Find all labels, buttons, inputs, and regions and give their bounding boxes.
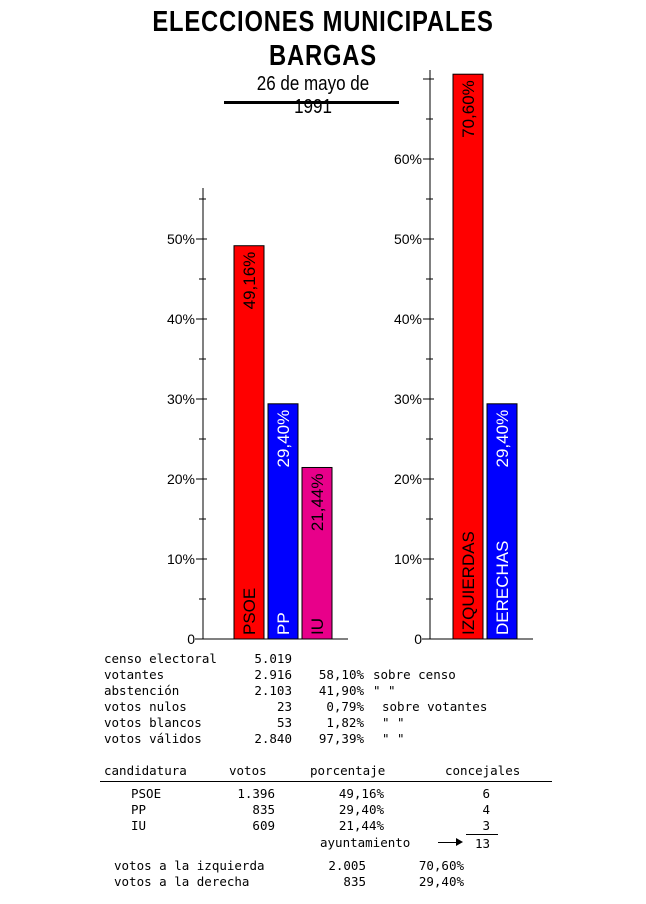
stat-value: 2.103 (254, 683, 292, 698)
table-percent: 49,16% (338, 786, 384, 801)
chart-2-tick-label: 40% (394, 311, 422, 327)
stat-note: " " (373, 683, 396, 698)
charts-canvas: 0 10% 20% 30% 40% 50% 49,16% PSOE 29,40% PP 21,44%… (167, 70, 533, 647)
table-header-rule (100, 781, 552, 782)
stat-value: 2.916 (254, 667, 292, 682)
bloc-label: votos a la derecha (114, 874, 250, 889)
table-party: IU (131, 818, 147, 833)
table-party: PSOE (131, 786, 162, 801)
stat-note: sobre votantes (382, 699, 488, 714)
title-line-2: BARGAS (269, 40, 377, 72)
table-party: PP (131, 802, 147, 817)
chart-1-value-label: 21,44% (308, 473, 327, 531)
table-votes: 609 (252, 818, 275, 833)
table-percent: 21,44% (338, 818, 384, 833)
chart-1-bar-psoe (233, 245, 265, 640)
stat-percent: 0,79% (326, 699, 364, 714)
stat-percent: 1,82% (326, 715, 364, 730)
chart-1-category-label: PP (274, 612, 293, 635)
stat-label: votos blancos (104, 715, 202, 730)
stat-label: abstención (104, 683, 180, 698)
title-line-1: ELECCIONES MUNICIPALES (152, 6, 494, 38)
stat-label: votos nulos (104, 699, 187, 714)
arrow-right-icon (438, 842, 460, 843)
stat-value: 5.019 (254, 651, 292, 666)
stat-label: votantes (104, 667, 165, 682)
chart-2-category-label: DERECHAS (493, 541, 512, 635)
chart-1-value-label: 29,40% (274, 410, 293, 468)
chart-2-value-label: 29,40% (493, 410, 512, 468)
chart-1-bar-iu (301, 466, 333, 640)
chart-2-tick-label: 50% (394, 231, 422, 247)
arrow-head-icon (456, 838, 463, 846)
table-percent: 29,40% (338, 802, 384, 817)
stat-label: votos válidos (104, 731, 202, 746)
chart-1-tick-label: 20% (167, 471, 195, 487)
table-votes: 1.396 (237, 786, 275, 801)
seats-sum-rule (466, 834, 498, 835)
date-underline (224, 101, 399, 104)
stat-percent: 41,90% (318, 683, 364, 698)
chart-2-tick-label: 30% (394, 391, 422, 407)
table-header: candidatura (104, 763, 187, 778)
table-header: concejales (445, 763, 521, 778)
chart-1-tick-label: 40% (167, 311, 195, 327)
bloc-label: votos a la izquierda (114, 858, 265, 873)
chart-1-value-label: 49,16% (240, 252, 259, 310)
stat-label: censo electoral (104, 651, 217, 666)
stat-percent: 58,10% (318, 667, 364, 682)
chart-1-bar-pp (267, 403, 299, 640)
chart-1-category-label: PSOE (240, 588, 259, 635)
table-header: votos (229, 763, 267, 778)
table-votes: 835 (252, 802, 275, 817)
stat-value: 53 (276, 715, 292, 730)
bloc-percent: 70,60% (418, 858, 464, 873)
stat-note: sobre censo (373, 667, 456, 682)
table-seats: 3 (482, 818, 490, 833)
stat-note: " " (382, 731, 405, 746)
stat-percent: 97,39% (318, 731, 364, 746)
chart-2-value-label: 70,60% (459, 80, 478, 138)
chart-2-bar-derechas (486, 403, 518, 640)
chart-2-category-label: IZQUIERDAS (459, 531, 478, 635)
table-header: porcentaje (310, 763, 386, 778)
chart-2-tick-label: 0 (414, 631, 422, 647)
stat-value: 23 (276, 699, 292, 714)
chart-2-bar-izquierdas (452, 73, 484, 640)
table-total-label: ayuntamiento (320, 835, 411, 850)
stat-value: 2.840 (254, 731, 292, 746)
chart-2-tick-label: 20% (394, 471, 422, 487)
bloc-votes: 835 (343, 874, 366, 889)
chart-2-tick-label: 10% (394, 551, 422, 567)
chart-1-tick-label: 0 (187, 631, 195, 647)
chart-1-category-label: IU (308, 618, 327, 635)
chart-2-tick-label: 60% (394, 151, 422, 167)
table-seats: 6 (482, 786, 490, 801)
table-seats: 4 (482, 802, 490, 817)
table-total-seats: 13 (474, 836, 490, 851)
stat-note: " " (382, 715, 405, 730)
bloc-percent: 29,40% (418, 874, 464, 889)
chart-1-tick-label: 10% (167, 551, 195, 567)
chart-1-tick-label: 50% (167, 231, 195, 247)
bloc-votes: 2.005 (328, 858, 366, 873)
chart-1-tick-label: 30% (167, 391, 195, 407)
